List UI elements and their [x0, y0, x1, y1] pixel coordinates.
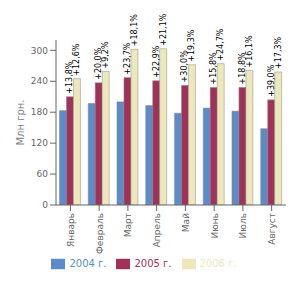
- html-text:2005 г.: 2005 г.: [134, 258, 172, 269]
- svg-text:+12,6%: +12,6%: [72, 43, 81, 76]
- svg-text:+24,7%: +24,7%: [216, 28, 225, 61]
- svg-text:+9,2%: +9,2%: [101, 41, 110, 68]
- svg-text:+18,1%: +18,1%: [130, 14, 139, 47]
- svg-text:+13,8%: +13,8%: [65, 61, 75, 94]
- svg-text:Май: Май: [181, 213, 191, 232]
- svg-text:180: 180: [31, 107, 48, 117]
- svg-text:+23,7%: +23,7%: [122, 42, 132, 75]
- svg-text:Июль: Июль: [238, 213, 248, 238]
- svg-text:60: 60: [37, 169, 49, 179]
- svg-text:+20,0%: +20,0%: [94, 47, 104, 80]
- svg-text:0: 0: [42, 200, 48, 210]
- svg-text:Апрель: Апрель: [152, 213, 162, 247]
- svg-text:Январь: Январь: [66, 213, 76, 247]
- html-text:2004 г.: 2004 г.: [69, 258, 107, 269]
- svg-text:+39,0%: +39,0%: [266, 64, 276, 97]
- svg-text:300: 300: [31, 46, 48, 56]
- svg-text:Февраль: Февраль: [95, 213, 105, 254]
- svg-text:+16,1%: +16,1%: [245, 35, 254, 68]
- svg-text:+19,3%: +19,3%: [187, 29, 196, 62]
- svg-text:+17,3%: +17,3%: [274, 36, 283, 69]
- svg-text:+15,8%: +15,8%: [209, 52, 219, 85]
- html-text:2006 г.: 2006 г.: [199, 258, 237, 269]
- svg-text:+18,8%: +18,8%: [237, 52, 247, 85]
- svg-text:120: 120: [31, 138, 48, 148]
- svg-text:Июнь: Июнь: [210, 213, 220, 239]
- svg-text:+22,9%: +22,9%: [152, 45, 161, 78]
- svg-text:Млн грн.: Млн грн.: [15, 99, 26, 145]
- svg-text:Март: Март: [123, 213, 133, 237]
- svg-text:Август: Август: [267, 213, 277, 245]
- svg-text:+30,0%: +30,0%: [180, 50, 190, 83]
- svg-text:240: 240: [31, 76, 48, 86]
- svg-text:+21,1%: +21,1%: [159, 13, 168, 46]
